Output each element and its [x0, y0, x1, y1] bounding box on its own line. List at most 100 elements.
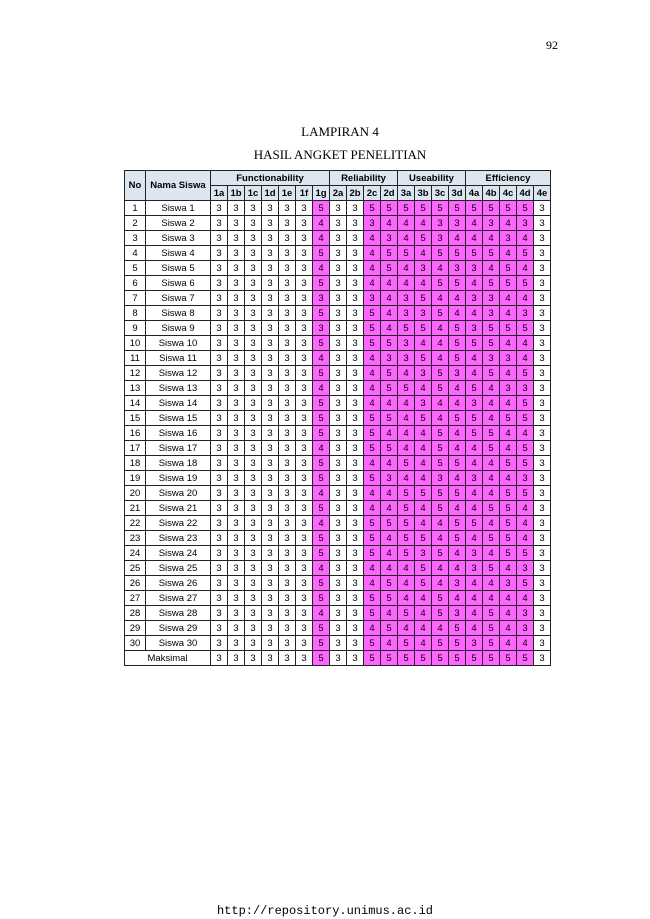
- score-cell: 3: [210, 545, 228, 561]
- score-cell: 4: [414, 635, 432, 651]
- score-cell: 3: [499, 575, 517, 591]
- score-cell: 4: [431, 335, 449, 351]
- score-cell: 3: [210, 590, 228, 606]
- student-name: Siswa 14: [145, 395, 211, 411]
- score-cell: 4: [312, 515, 330, 531]
- score-cell: 4: [312, 605, 330, 621]
- score-cell: 5: [312, 620, 330, 636]
- score-cell: 3: [227, 500, 245, 516]
- score-cell: 3: [329, 545, 347, 561]
- score-cell: 3: [533, 470, 551, 486]
- score-cell: 3: [278, 515, 296, 531]
- student-name: Siswa 29: [145, 620, 211, 636]
- student-name: Siswa 1: [145, 200, 211, 216]
- score-cell: 3: [261, 515, 279, 531]
- score-cell: 3: [278, 410, 296, 426]
- score-cell: 5: [448, 320, 466, 336]
- score-cell: 4: [431, 395, 449, 411]
- row-number: 3: [124, 230, 146, 246]
- score-cell: 3: [227, 350, 245, 366]
- score-cell: 3: [227, 275, 245, 291]
- score-cell: 3: [261, 305, 279, 321]
- score-cell: 5: [516, 410, 534, 426]
- score-cell: 5: [397, 485, 415, 501]
- column-header: 4c: [499, 185, 517, 201]
- name-header: Nama Siswa: [145, 170, 211, 201]
- score-cell: 5: [431, 275, 449, 291]
- score-cell: 3: [261, 530, 279, 546]
- score-cell: 5: [431, 590, 449, 606]
- score-cell: 3: [397, 350, 415, 366]
- score-cell: 4: [465, 605, 483, 621]
- score-cell: 4: [448, 545, 466, 561]
- score-cell: 3: [295, 305, 313, 321]
- score-cell: 4: [397, 470, 415, 486]
- score-cell: 3: [465, 290, 483, 306]
- max-row: Maksimal 3 3 3 3 3 3 5 3 3 5 5 5 5 5 5 5 5 5 5 3: [124, 650, 551, 666]
- score-cell: 5: [465, 410, 483, 426]
- max-label: Maksimal: [124, 650, 211, 666]
- score-cell: 3: [533, 545, 551, 561]
- score-cell: 4: [397, 620, 415, 636]
- score-cell: 3: [261, 605, 279, 621]
- score-cell: 5: [516, 365, 534, 381]
- score-cell: 3: [244, 560, 262, 576]
- score-cell: 3: [533, 290, 551, 306]
- score-cell: 3: [346, 560, 364, 576]
- score-cell: 4: [380, 500, 398, 516]
- score-cell: 4: [380, 290, 398, 306]
- score-cell: 3: [329, 560, 347, 576]
- score-cell: 3: [244, 260, 262, 276]
- title: LAMPIRAN 4: [301, 124, 379, 139]
- student-name: Siswa 15: [145, 410, 211, 426]
- score-cell: 5: [448, 410, 466, 426]
- score-cell: 3: [261, 215, 279, 231]
- student-row: 17 Siswa 17 3 3 3 3 3 3 4 3 3 5 5 4 4 5 4 4 5 4 5 3: [124, 440, 551, 456]
- score-cell: 3: [261, 545, 279, 561]
- score-cell: 4: [465, 305, 483, 321]
- student-row: 22 Siswa 22 3 3 3 3 3 3 4 3 3 5 5 5 4 4 5 5 4 5 4 3: [124, 515, 551, 531]
- score-cell: 5: [312, 530, 330, 546]
- score-cell: 3: [295, 590, 313, 606]
- score-cell: 4: [414, 590, 432, 606]
- score-cell: 5: [414, 410, 432, 426]
- score-cell: 3: [227, 230, 245, 246]
- score-cell: 4: [482, 455, 500, 471]
- score-cell: 5: [482, 530, 500, 546]
- score-cell: 4: [448, 590, 466, 606]
- score-cell: 4: [431, 290, 449, 306]
- score-cell: 4: [465, 500, 483, 516]
- score-cell: 3: [210, 275, 228, 291]
- score-cell: 5: [380, 620, 398, 636]
- score-cell: 3: [465, 470, 483, 486]
- score-cell: 4: [516, 260, 534, 276]
- score-cell: 4: [465, 590, 483, 606]
- score-cell: 3: [278, 500, 296, 516]
- score-cell: 5: [414, 200, 432, 216]
- score-cell: 3: [227, 425, 245, 441]
- score-cell: 5: [448, 635, 466, 651]
- score-cell: 5: [397, 605, 415, 621]
- row-number: 13: [124, 380, 146, 396]
- score-cell: 5: [499, 515, 517, 531]
- score-cell: 3: [346, 395, 364, 411]
- max-score-cell: 3: [295, 650, 313, 666]
- score-cell: 3: [329, 245, 347, 261]
- score-cell: 3: [533, 350, 551, 366]
- student-name: Siswa 24: [145, 545, 211, 561]
- score-cell: 4: [380, 530, 398, 546]
- score-cell: 3: [346, 425, 364, 441]
- score-cell: 4: [397, 425, 415, 441]
- score-cell: 3: [210, 305, 228, 321]
- score-cell: 5: [431, 455, 449, 471]
- score-cell: 4: [397, 575, 415, 591]
- score-cell: 5: [465, 515, 483, 531]
- score-cell: 3: [295, 515, 313, 531]
- student-row: 15 Siswa 15 3 3 3 3 3 3 5 3 3 5 5 4 5 4 5 5 4 5 5 3: [124, 410, 551, 426]
- score-cell: 4: [465, 455, 483, 471]
- score-cell: 4: [397, 440, 415, 456]
- score-cell: 5: [499, 200, 517, 216]
- score-cell: 5: [482, 320, 500, 336]
